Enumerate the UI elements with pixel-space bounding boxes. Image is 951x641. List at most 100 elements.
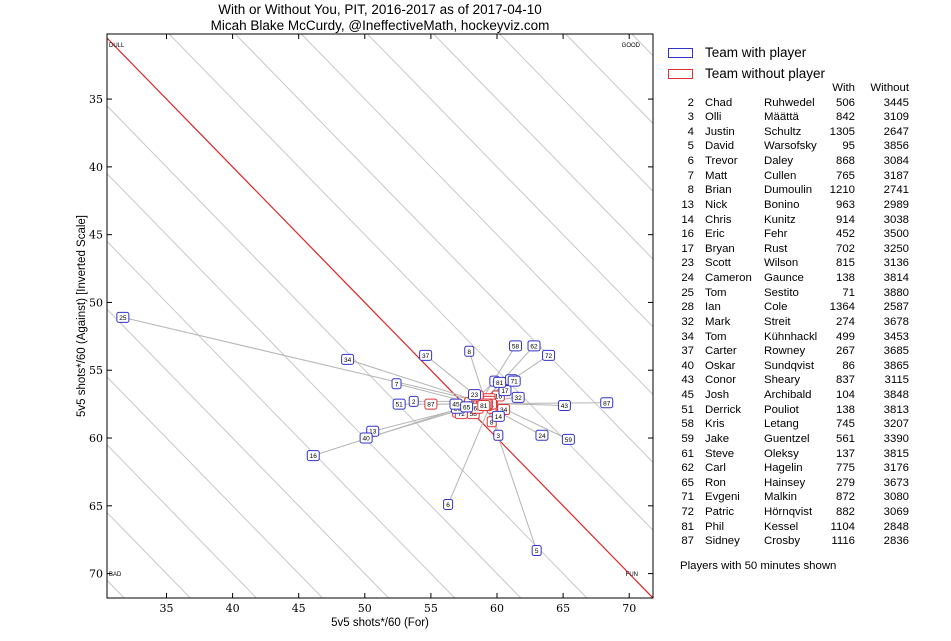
- with-player-markers: 2345678131416172324252832343740434551585…: [116, 311, 614, 557]
- player-without-toi: 3187: [883, 169, 909, 182]
- player-first-name: Tom: [705, 330, 727, 343]
- with-marker-box: [443, 498, 454, 510]
- player-with-toi: 137: [835, 447, 855, 460]
- player-with-toi: 104: [835, 389, 855, 402]
- x-tick-label: 35: [159, 602, 173, 615]
- with-marker-label: 2: [412, 399, 416, 406]
- legend-swatch-with: [668, 48, 693, 58]
- player-last-name: Rowney: [764, 345, 806, 358]
- with-marker: 3: [493, 429, 504, 441]
- player-number: 37: [681, 345, 694, 358]
- player-number: 14: [681, 213, 694, 226]
- with-marker: 87: [600, 397, 614, 409]
- player-last-name: Sheary: [764, 374, 801, 387]
- player-number: 81: [681, 520, 694, 533]
- player-connector: [447, 398, 494, 505]
- with-marker-box: [557, 399, 571, 411]
- player-first-name: Josh: [705, 389, 730, 402]
- x-axis-label: 5v5 shots*/60 (For): [331, 617, 429, 629]
- player-without-toi: 3080: [883, 491, 909, 504]
- player-first-name: Nick: [705, 198, 728, 211]
- with-marker-box: [391, 378, 402, 390]
- with-marker-label: 59: [565, 437, 573, 444]
- player-number: 61: [681, 447, 694, 460]
- player-without-toi: 3038: [883, 213, 909, 226]
- player-number: 45: [681, 389, 694, 402]
- with-marker-label: 62: [530, 343, 538, 350]
- player-number: 62: [681, 462, 694, 475]
- player-number: 32: [681, 315, 694, 328]
- with-marker: 6: [443, 498, 454, 510]
- player-last-name: Cullen: [764, 169, 797, 182]
- with-marker-box: [116, 311, 130, 323]
- player-first-name: Scott: [705, 257, 731, 270]
- with-marker-box: [392, 398, 406, 410]
- with-marker-box: [408, 395, 419, 407]
- x-tick-label: 65: [556, 602, 570, 615]
- with-marker-label: 58: [512, 343, 520, 350]
- player-first-name: Carter: [705, 345, 737, 358]
- player-last-name: Kühnhackl: [764, 330, 818, 343]
- player-with-toi: 499: [835, 330, 855, 343]
- with-marker: 58: [509, 340, 523, 352]
- player-with-toi: 1116: [831, 535, 855, 548]
- player-with-toi: 452: [835, 228, 855, 241]
- player-first-name: Ron: [705, 476, 726, 489]
- player-last-name: Cole: [764, 301, 788, 314]
- player-first-name: Steve: [705, 447, 735, 460]
- player-first-name: Patric: [705, 505, 735, 518]
- player-last-name: Hainsey: [764, 476, 806, 489]
- player-with-toi: 274: [835, 315, 855, 328]
- player-first-name: Tom: [705, 286, 727, 299]
- corner-label-bad: BAD: [109, 572, 122, 578]
- player-last-name: Kessel: [764, 520, 799, 533]
- player-number: 2: [687, 96, 694, 109]
- with-marker: 8: [464, 345, 475, 357]
- player-first-name: Olli: [705, 111, 722, 124]
- player-last-name: Gaunce: [764, 272, 804, 285]
- x-tick-label: 40: [226, 602, 240, 615]
- player-with-toi: 872: [835, 491, 855, 504]
- with-marker-label: 16: [310, 453, 318, 460]
- with-marker: 2: [408, 395, 419, 407]
- player-without-toi: 3136: [883, 257, 909, 270]
- player-last-name: Sestito: [764, 286, 799, 299]
- player-without-toi: 3390: [883, 432, 909, 445]
- player-first-name: Carl: [705, 462, 726, 475]
- without-marker-box: [477, 399, 491, 411]
- player-without-toi: 3084: [883, 155, 909, 168]
- with-marker-label: 81: [496, 380, 504, 387]
- player-with-toi: 561: [835, 432, 855, 445]
- with-marker-label: 25: [119, 315, 127, 322]
- corner-label-dull: DULL: [109, 43, 125, 49]
- with-marker-box: [527, 340, 541, 352]
- player-with-toi: 86: [842, 359, 855, 372]
- player-without-toi: 3880: [883, 286, 909, 299]
- player-first-name: Kris: [705, 418, 725, 431]
- x-tick-label: 45: [292, 602, 306, 615]
- y-axis-label: 5v5 shots*/60 (Against) [Inverted Scale]: [76, 215, 88, 417]
- player-last-name: Pouliot: [764, 403, 799, 416]
- player-last-name: Hörnqvist: [764, 505, 813, 518]
- with-marker-box: [306, 450, 320, 462]
- with-marker-box: [491, 410, 505, 422]
- player-without-toi: 3250: [883, 242, 909, 255]
- player-first-name: Brian: [705, 184, 732, 197]
- player-last-name: Malkin: [764, 491, 797, 504]
- player-last-name: Fehr: [764, 228, 788, 241]
- with-marker-label: 87: [603, 400, 611, 407]
- with-marker-label: 8: [467, 349, 471, 356]
- without-marker-label: 87: [427, 402, 435, 409]
- player-without-toi: 2836: [883, 535, 909, 548]
- player-first-name: Evgeni: [705, 491, 740, 504]
- with-marker: 81: [493, 376, 507, 388]
- player-without-toi: 3673: [883, 476, 909, 489]
- player-number: 34: [681, 330, 694, 343]
- player-without-toi: 3865: [883, 359, 909, 372]
- break-even-diagonal: [107, 37, 653, 598]
- with-marker-label: 6: [446, 502, 450, 509]
- grid-diagonal: [107, 511, 191, 598]
- with-marker: 16: [306, 450, 320, 462]
- x-tick-label: 70: [622, 602, 636, 615]
- with-marker-label: 45: [452, 402, 460, 409]
